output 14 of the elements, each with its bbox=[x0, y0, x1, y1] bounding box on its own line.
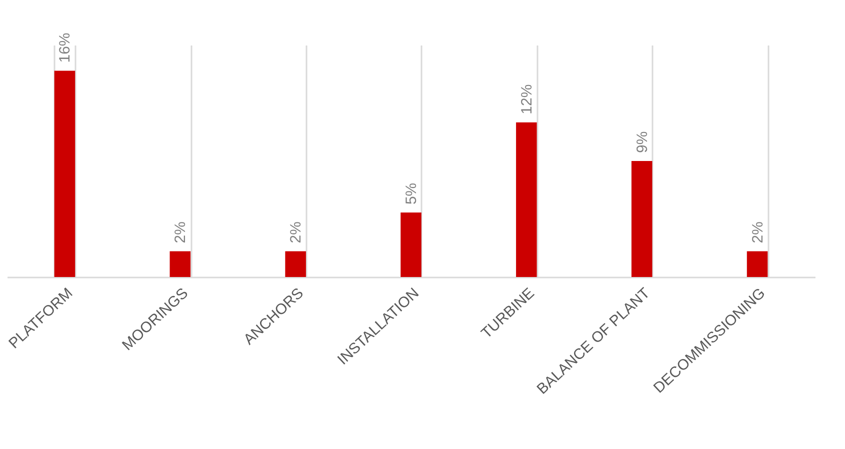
data-label: 12% bbox=[518, 84, 536, 114]
data-label: 2% bbox=[288, 222, 305, 244]
data-label: 16% bbox=[56, 32, 74, 63]
bar bbox=[746, 251, 768, 277]
bar bbox=[631, 161, 652, 277]
data-label: 2% bbox=[749, 222, 766, 244]
bar bbox=[170, 251, 191, 277]
data-label: 2% bbox=[172, 222, 190, 244]
bar bbox=[54, 70, 76, 277]
data-label: 5% bbox=[403, 182, 420, 205]
bar bbox=[516, 122, 537, 277]
bar bbox=[285, 251, 306, 277]
data-label: 9% bbox=[634, 131, 651, 153]
bar bbox=[400, 212, 422, 277]
